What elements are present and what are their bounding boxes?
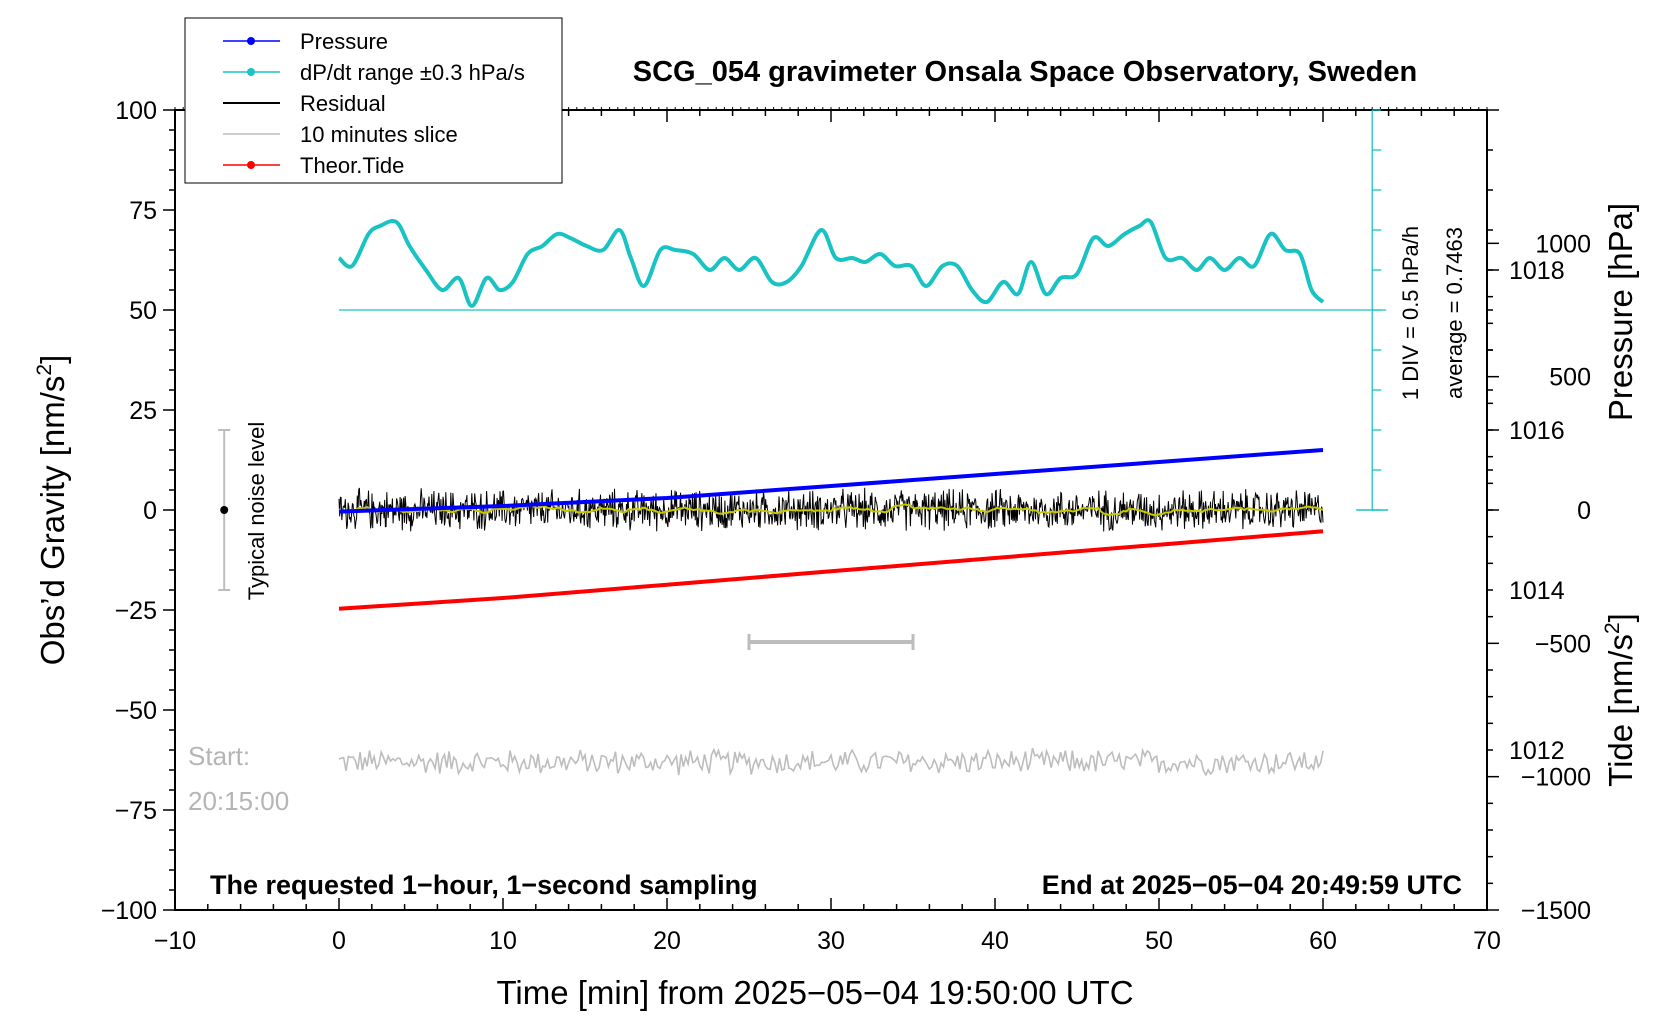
y-gravity-tick-label: 25	[129, 397, 157, 425]
scale-div-label: 1 DIV = 0.5 hPa/h	[1398, 226, 1423, 400]
noise-level-label: Typical noise level	[244, 422, 269, 601]
y-tide-tick-label: 1000	[1535, 230, 1591, 258]
x-axis-label: Time [min] from 2025−05−04 19:50:00 UTC	[496, 974, 1133, 1011]
x-tick-label: 10	[489, 927, 517, 955]
x-tick-label: 50	[1145, 927, 1173, 955]
legend-swatch-marker	[247, 37, 255, 45]
legend-swatch-marker	[247, 161, 255, 169]
residual-series-line	[338, 487, 1324, 532]
y-tide-tick-label: −1500	[1521, 897, 1591, 925]
x-tick-label: 40	[981, 927, 1009, 955]
y-axis-label-gravity: Obs’d Gravity [nm/s2]	[33, 355, 71, 666]
pressure-series-line	[338, 448, 1324, 514]
x-tick-label: 30	[817, 927, 845, 955]
chart-title: SCG_054 gravimeter Onsala Space Observat…	[633, 56, 1417, 88]
x-tick-label: 70	[1473, 927, 1501, 955]
y-gravity-tick-label: −50	[115, 697, 157, 725]
y-gravity-tick-label: −100	[101, 897, 157, 925]
y-gravity-tick-label: 0	[143, 497, 157, 525]
x-tick-label: 20	[653, 927, 681, 955]
residual-smoothed-line	[338, 503, 1324, 517]
y-pressure-tick-label: 1018	[1509, 257, 1565, 285]
x-tick-label: 60	[1309, 927, 1337, 955]
axes-ticks: −10 0 10 20 30 40 50 60 701007550250−25−50−75−10…	[101, 97, 1591, 955]
scale-average-label: average = 0.7463	[1442, 227, 1467, 399]
legend-label: Theor.Tide	[300, 153, 404, 178]
y-tide-tick-label: −500	[1535, 630, 1591, 658]
y-gravity-tick-label: 100	[115, 97, 157, 125]
y-gravity-tick-label: −25	[115, 597, 157, 625]
y-axis-label-pressure: Pressure [hPa]	[1602, 203, 1639, 421]
legend-items: Pressure dP/dt range ±0.3 hPa/s Residual 10…	[223, 29, 525, 178]
legend-box	[184, 17, 563, 184]
noise-bar-dot	[220, 506, 229, 514]
dpdt-series-line	[337, 218, 1325, 309]
legend-label: dP/dt range ±0.3 hPa/s	[300, 60, 525, 85]
slice-series-line	[338, 747, 1324, 777]
legend-label: 10 minutes slice	[300, 122, 458, 147]
start-label: Start:	[188, 741, 250, 771]
bottom-left-note: The requested 1−hour, 1−second sampling	[210, 870, 758, 900]
y-gravity-tick-label: 50	[129, 297, 157, 325]
y-pressure-tick-label: 1016	[1509, 417, 1565, 445]
x-tick-label: 0	[332, 927, 346, 955]
y-tide-tick-label: 0	[1577, 497, 1591, 525]
legend-label: Pressure	[300, 29, 388, 54]
x-tick-label: −10	[154, 927, 196, 955]
tide-series-line	[338, 529, 1324, 611]
y-gravity-tick-label: −75	[115, 797, 157, 825]
legend-label: Residual	[300, 91, 386, 116]
y-tide-tick-label: −1000	[1521, 764, 1591, 792]
legend-swatch-marker	[247, 68, 255, 76]
bottom-right-note: End at 2025−05−04 20:49:59 UTC	[1042, 870, 1462, 900]
y-pressure-tick-label: 1014	[1509, 577, 1565, 605]
start-time: 20:15:00	[188, 786, 289, 816]
y-gravity-tick-label: 75	[129, 197, 157, 225]
data-series	[218, 109, 1389, 777]
y-tide-tick-label: 500	[1549, 364, 1591, 392]
y-axis-label-tide: Tide [nm/s2]	[1601, 613, 1639, 787]
legend: Pressure dP/dt range ±0.3 hPa/s Residual 10…	[184, 17, 563, 184]
y-pressure-tick-label: 1012	[1509, 737, 1565, 765]
